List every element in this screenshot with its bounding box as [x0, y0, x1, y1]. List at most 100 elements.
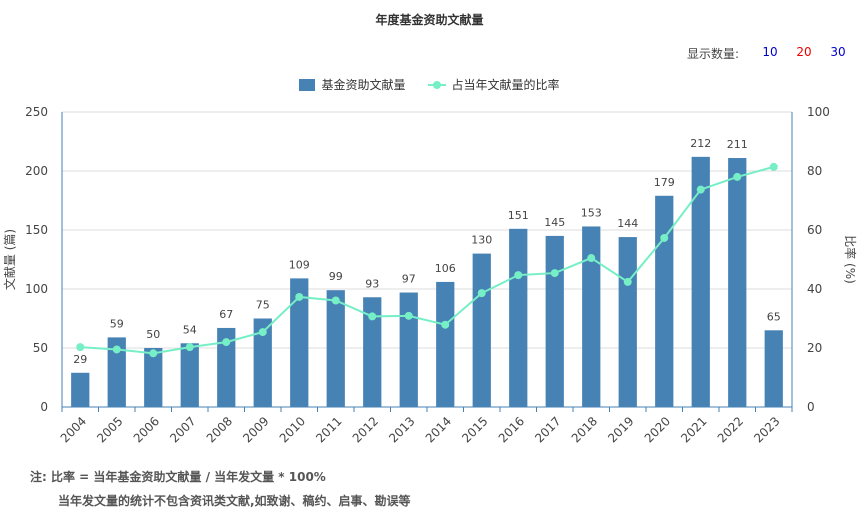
x-tick-label: 2017 — [532, 414, 563, 445]
y-tick-label: 0 — [40, 400, 48, 414]
display-count-option-30[interactable]: 30 — [830, 45, 846, 59]
y-right-tick-label: 80 — [807, 164, 822, 178]
bar — [655, 195, 674, 407]
display-count-label: 显示数量: — [686, 47, 739, 61]
x-tick-label: 2012 — [350, 414, 381, 445]
rate-line — [80, 165, 775, 355]
display-count-option-20[interactable]: 20 — [796, 45, 812, 59]
rate-point — [295, 292, 304, 301]
x-tick-label: 2011 — [313, 414, 344, 445]
y-right-tick-label: 40 — [807, 282, 822, 296]
bar — [618, 237, 637, 407]
rate-point — [769, 162, 778, 171]
x-tick-label: 2013 — [386, 414, 417, 445]
y-right-tick-label: 20 — [807, 341, 822, 355]
bar-value-label: 93 — [365, 277, 379, 290]
x-tick-label: 2010 — [277, 414, 308, 445]
rate-point — [149, 349, 158, 358]
bar — [399, 292, 418, 407]
y-right-tick-label: 100 — [807, 105, 830, 119]
rate-point — [76, 343, 85, 352]
bar — [582, 226, 601, 407]
bar-value-label: 212 — [690, 137, 711, 150]
bar — [363, 297, 382, 407]
bar — [290, 278, 309, 407]
bar-value-label: 211 — [727, 138, 748, 151]
legend-bar-label: 基金资助文献量 — [321, 78, 406, 92]
rate-point — [477, 289, 486, 298]
rate-point — [185, 343, 194, 352]
legend-line-swatch — [427, 79, 446, 91]
x-tick-label: 2004 — [58, 414, 89, 445]
x-tick-label: 2022 — [715, 414, 746, 445]
bar — [180, 343, 199, 407]
bar — [217, 327, 236, 407]
y-tick-label: 150 — [25, 223, 48, 237]
bar — [764, 330, 783, 407]
legend-item-bar[interactable]: 基金资助文献量 — [299, 76, 406, 93]
rate-point — [660, 233, 669, 242]
bar-value-label: 151 — [508, 209, 529, 222]
display-count-option-10[interactable]: 10 — [762, 45, 778, 59]
y-axis-title: 文献量 (篇) — [2, 229, 17, 290]
bar — [253, 318, 272, 407]
bar — [326, 290, 345, 407]
bar-value-label: 29 — [73, 353, 87, 366]
display-count-selector: 显示数量: 10 20 30 — [687, 45, 855, 62]
x-tick-label: 2016 — [496, 414, 527, 445]
x-tick-label: 2009 — [240, 414, 271, 445]
bar — [144, 348, 163, 407]
x-tick-label: 2006 — [131, 414, 162, 445]
bar — [71, 372, 90, 407]
rate-point — [441, 320, 450, 329]
bar-value-label: 54 — [183, 323, 197, 336]
y-axis-right-title: 比率 (%) — [843, 235, 858, 284]
bar-value-label: 153 — [581, 206, 602, 219]
y-right-tick-label: 60 — [807, 223, 822, 237]
bar-value-label: 144 — [617, 217, 638, 230]
rate-point — [696, 185, 705, 194]
x-tick-label: 2008 — [204, 414, 235, 445]
bar — [509, 228, 528, 407]
bar-value-label: 145 — [544, 216, 565, 229]
bar-value-label: 109 — [289, 258, 310, 271]
bar-value-label: 75 — [256, 299, 270, 312]
chart-legend: 基金资助文献量 占当年文献量的比率 — [0, 76, 859, 93]
x-tick-label: 2020 — [642, 414, 673, 445]
bar — [107, 337, 126, 407]
footnote-ratio: 注: 比率 = 当年基金资助文献量 / 当年发文量 * 100% — [30, 470, 326, 484]
bar-value-label: 179 — [654, 176, 675, 189]
rate-point — [222, 338, 231, 347]
bar-value-label: 97 — [402, 273, 416, 286]
y-tick-label: 200 — [25, 164, 48, 178]
bar-value-label: 106 — [435, 262, 456, 275]
bar — [545, 235, 564, 407]
y-right-tick-label: 0 — [807, 400, 815, 414]
y-tick-label: 50 — [33, 341, 48, 355]
rate-point — [587, 254, 596, 263]
rate-point — [112, 345, 121, 354]
chart-title: 年度基金资助文献量 — [375, 13, 484, 27]
rate-point — [404, 311, 413, 320]
x-tick-label: 2014 — [423, 414, 454, 445]
x-tick-label: 2005 — [94, 414, 125, 445]
rate-point — [514, 271, 523, 280]
bar — [691, 156, 710, 407]
bar — [472, 253, 491, 407]
legend-item-line[interactable]: 占当年文献量的比率 — [427, 76, 560, 93]
bar-value-label: 50 — [146, 328, 160, 341]
x-tick-label: 2018 — [569, 414, 600, 445]
legend-line-label: 占当年文献量的比率 — [451, 78, 560, 92]
bar-value-label: 67 — [219, 308, 233, 321]
rate-point — [331, 296, 340, 305]
y-tick-label: 100 — [25, 282, 48, 296]
bar-value-label: 65 — [767, 310, 781, 323]
x-tick-label: 2021 — [678, 414, 709, 445]
x-tick-label: 2007 — [167, 414, 198, 445]
rate-point — [623, 277, 632, 286]
bar-value-label: 130 — [471, 234, 492, 247]
rate-point — [733, 172, 742, 181]
x-tick-label: 2023 — [751, 414, 782, 445]
bar — [436, 281, 455, 407]
